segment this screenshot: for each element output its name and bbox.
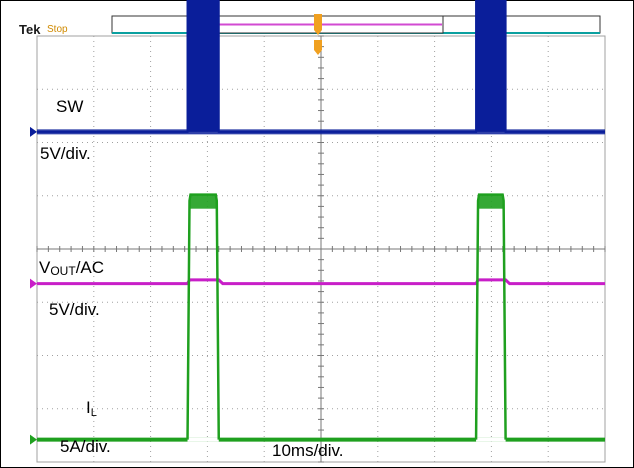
sw-scale-label: 5V/div. [40, 144, 91, 163]
il-pulse-top-2 [478, 194, 504, 209]
il-gap-2 [476, 437, 506, 442]
brand-label: Tek [19, 22, 41, 37]
vout-scale-label: 5V/div. [49, 300, 100, 319]
trigger-position-marker [314, 14, 322, 35]
vout-sub: OUT [50, 264, 76, 278]
record-view-bar [111, 15, 601, 34]
il-gap-1 [187, 437, 219, 442]
time-scale-label: 10ms/div. [272, 441, 344, 460]
il-pulse-2 [474, 193, 507, 440]
il-scale-label: 5A/div. [60, 437, 111, 456]
sw-pulse-2 [476, 0, 506, 132]
il-baseline-band [37, 437, 605, 442]
il-i: I [86, 398, 91, 417]
trigger-level-marker [314, 40, 322, 55]
vout-v: V [39, 258, 51, 277]
ch2-marker [30, 278, 37, 289]
il-pulse-top-1 [189, 194, 217, 209]
acquisition-status: Stop [47, 24, 68, 35]
il-sub: L [90, 407, 97, 419]
vout-suffix: /AC [75, 258, 105, 277]
sw-channel-label: SW [56, 97, 84, 116]
channel-markers [30, 14, 322, 445]
graticule [36, 35, 606, 463]
sw-pulse-1 [187, 0, 219, 132]
vout-channel-label: VOUT/AC [39, 258, 104, 278]
il-channel-label: IL [86, 398, 97, 419]
ch3-marker [30, 434, 37, 445]
il-pulse-1 [186, 193, 221, 440]
ch1-marker [30, 126, 37, 137]
traces [37, 0, 605, 442]
